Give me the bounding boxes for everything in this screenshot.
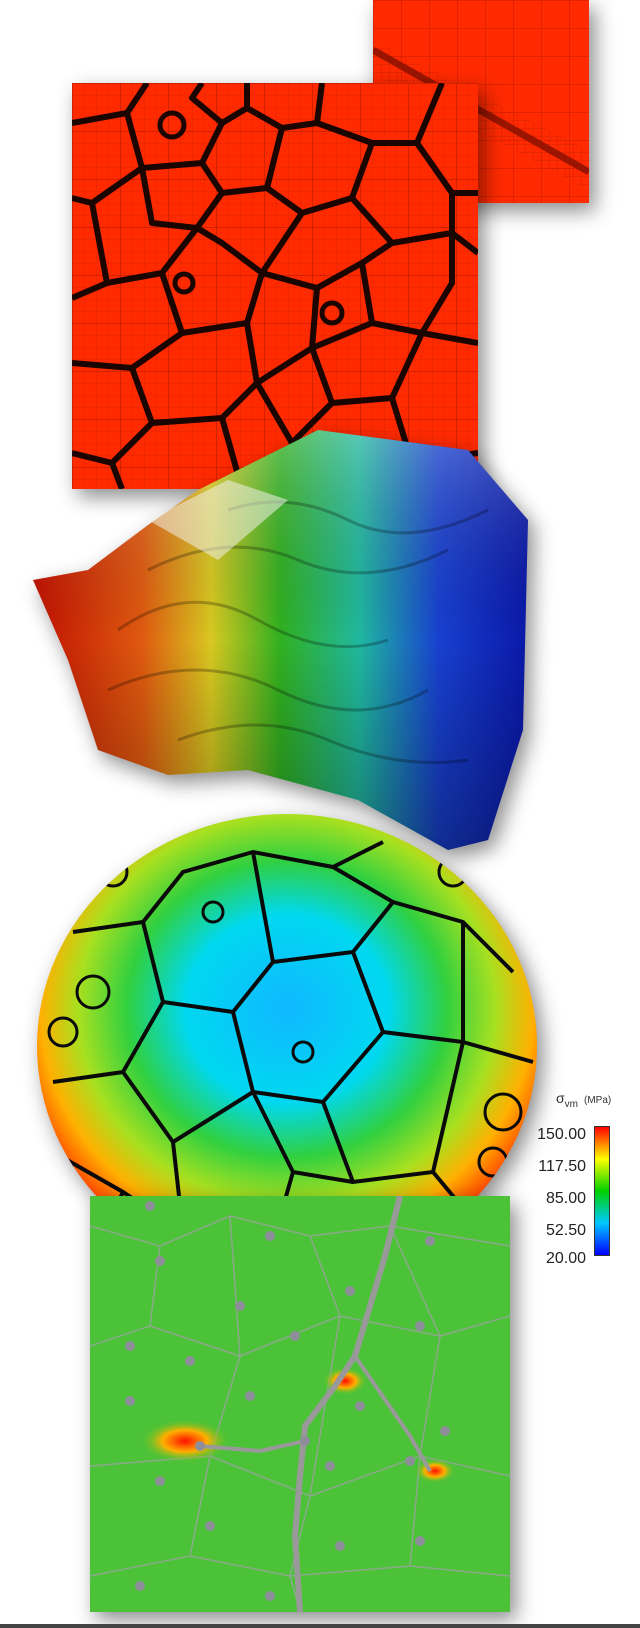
legend-color-bar [594, 1126, 610, 1256]
von-mises-stress-disk [33, 812, 541, 1280]
legend-unit: (MPa) [583, 1095, 612, 1106]
deformed-surface-panel [28, 430, 548, 870]
bottom-divider [0, 1624, 640, 1628]
stress-colorbar-legend: σvm (MPa) 150.00 117.50 85.00 52.50 20.00 [528, 1090, 638, 1280]
legend-tick-label: 20.00 [545, 1250, 586, 1267]
legend-tick-label: 117.50 [538, 1158, 586, 1175]
legend-tick-label: 52.50 [545, 1222, 586, 1239]
legend-tick-label: 150.00 [537, 1126, 586, 1143]
polycrystal-mesh-panel [70, 81, 480, 492]
legend-symbol: σ [556, 1090, 565, 1106]
legend-tick-label: 85.00 [545, 1190, 586, 1207]
legend-title: σvm (MPa) [556, 1090, 611, 1110]
crack-propagation-panel [89, 1195, 511, 1613]
legend-subscript: vm [564, 1098, 578, 1110]
grain-boundary-zoom-inset [371, 0, 591, 203]
